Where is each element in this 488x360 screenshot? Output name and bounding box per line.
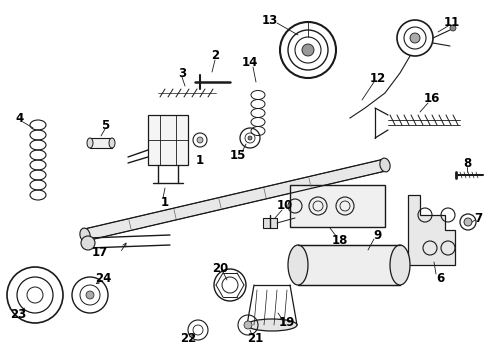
Text: 9: 9 [373, 229, 381, 242]
Circle shape [244, 321, 251, 329]
Polygon shape [407, 195, 454, 265]
Bar [289, 185, 384, 227]
Text: 7: 7 [473, 212, 481, 225]
Text: 4: 4 [16, 112, 24, 125]
Text: 2: 2 [210, 49, 219, 62]
Ellipse shape [246, 319, 296, 331]
Text: 15: 15 [229, 149, 245, 162]
Ellipse shape [81, 236, 95, 250]
Ellipse shape [87, 138, 93, 148]
Circle shape [463, 218, 471, 226]
Circle shape [409, 33, 419, 43]
Text: 5: 5 [101, 118, 109, 131]
Ellipse shape [389, 245, 409, 285]
Text: 12: 12 [369, 72, 386, 85]
Polygon shape [83, 159, 386, 241]
Text: 13: 13 [262, 14, 278, 27]
Text: 10: 10 [276, 198, 292, 212]
Ellipse shape [379, 158, 389, 172]
Text: 1: 1 [196, 153, 203, 166]
Polygon shape [297, 245, 399, 285]
Text: 1: 1 [161, 195, 169, 208]
Text: 3: 3 [178, 67, 185, 80]
Text: 14: 14 [242, 55, 258, 68]
Text: 19: 19 [278, 315, 295, 328]
Text: 24: 24 [95, 271, 111, 284]
Text: 8: 8 [462, 157, 470, 170]
Ellipse shape [109, 138, 115, 148]
Text: 11: 11 [443, 15, 459, 28]
Text: 23: 23 [10, 309, 26, 321]
Circle shape [86, 291, 94, 299]
Text: 22: 22 [180, 332, 196, 345]
Bar [148, 115, 187, 165]
Bar [263, 218, 276, 228]
Circle shape [247, 136, 251, 140]
Circle shape [302, 44, 313, 56]
Text: 17: 17 [92, 247, 108, 260]
Text: 6: 6 [435, 271, 443, 284]
Circle shape [449, 25, 455, 31]
Text: 18: 18 [331, 234, 347, 247]
Ellipse shape [287, 245, 307, 285]
Ellipse shape [80, 228, 90, 242]
Text: 20: 20 [211, 261, 228, 274]
Bar [90, 138, 112, 148]
Circle shape [197, 137, 203, 143]
Text: 16: 16 [423, 91, 439, 104]
Text: 21: 21 [246, 332, 263, 345]
